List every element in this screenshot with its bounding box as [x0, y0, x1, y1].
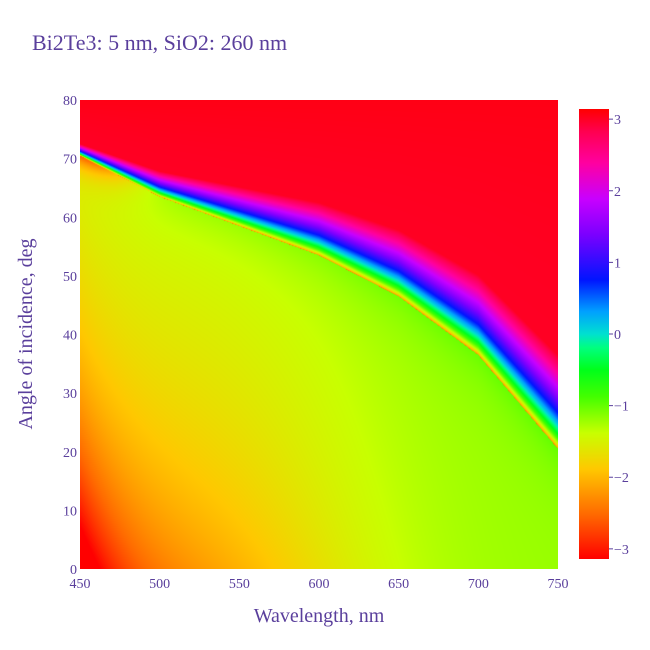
y-tick-label: 10 — [63, 504, 77, 519]
heatmap-canvas — [80, 100, 558, 569]
y-tick-label: 50 — [63, 270, 77, 285]
y-tick-label: 0 — [70, 563, 77, 578]
x-tick-label: 550 — [229, 577, 250, 592]
colorbar-tick-label: 0 — [614, 328, 621, 343]
y-tick-label: 80 — [63, 94, 77, 109]
x-tick-label: 700 — [468, 577, 489, 592]
x-axis-title: Wavelength, nm — [254, 605, 385, 627]
y-tick-label: 60 — [63, 211, 77, 226]
x-tick-label: 450 — [70, 577, 91, 592]
colorbar-tick-label: 1 — [614, 256, 621, 271]
colorbar-tick-label: 3 — [614, 113, 621, 128]
x-tick-label: 600 — [309, 577, 330, 592]
y-tick-label: 20 — [63, 446, 77, 461]
colorbar-tick-label: −3 — [614, 543, 629, 558]
colorbar-tick-label: −2 — [614, 471, 629, 486]
colorbar — [579, 109, 609, 559]
y-tick-label: 70 — [63, 153, 77, 168]
y-tick-label: 30 — [63, 387, 77, 402]
colorbar-tick-label: −1 — [614, 400, 629, 415]
x-tick-label: 500 — [149, 577, 170, 592]
heatmap-plot-area — [80, 100, 558, 569]
chart-title: Bi2Te3: 5 nm, SiO2: 260 nm — [32, 30, 287, 55]
x-axis-ticks: 450 500 550 600 650 700 750 — [70, 577, 569, 592]
y-tick-label: 40 — [63, 329, 77, 344]
y-axis-ticks: 0 10 20 30 40 50 60 70 80 — [63, 94, 77, 578]
colorbar-tick-label: 2 — [614, 185, 621, 200]
x-tick-label: 650 — [388, 577, 409, 592]
y-axis-title: Angle of incidence, deg — [15, 238, 37, 429]
colorbar-ticks: 3 2 1 0 −1 −2 −3 — [609, 113, 629, 558]
x-tick-label: 750 — [548, 577, 569, 592]
